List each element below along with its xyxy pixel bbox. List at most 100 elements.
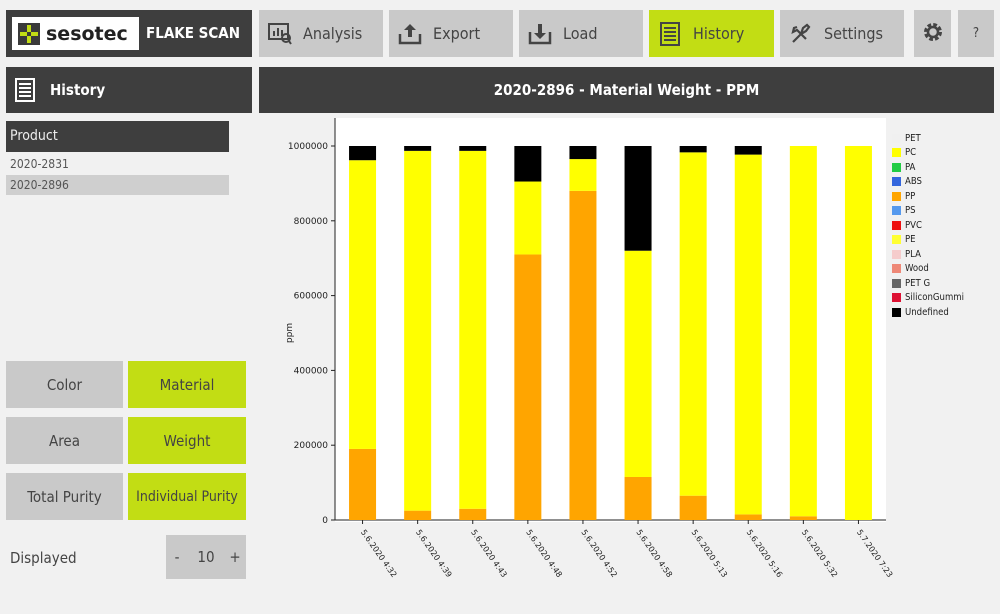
individual-purity-button[interactable]: Individual Purity xyxy=(128,473,246,520)
bar-segment-undefined xyxy=(734,146,762,155)
legend-label: SiliconGummi xyxy=(905,292,964,304)
y-tick-label: 200000 xyxy=(294,441,329,451)
bar-segment-pc xyxy=(459,150,487,509)
legend-item: PP xyxy=(892,189,915,204)
legend-swatch xyxy=(892,148,901,158)
legend-swatch xyxy=(892,293,901,303)
legend-item: PC xyxy=(892,146,916,161)
legend-item: PVC xyxy=(892,218,922,233)
legend-item: SiliconGummi xyxy=(892,291,964,306)
logo-mark-icon xyxy=(18,22,40,45)
legend-item: ABS xyxy=(892,175,922,190)
bar-segment-pc xyxy=(404,150,432,511)
legend-swatch xyxy=(892,191,901,201)
x-tick-label: 5.7.2020 7:23 xyxy=(855,528,895,579)
stacked-bar-chart: 0 200000 400000 600000 800000 1000000 ppm 5.6.2… xyxy=(285,118,895,579)
bar-segment-pc xyxy=(349,160,377,449)
bar-segment-pp xyxy=(569,190,597,520)
bar-segment-pp xyxy=(514,254,542,520)
legend-label: PET G xyxy=(905,277,931,289)
legend-swatch xyxy=(892,133,901,143)
tab-label: Load xyxy=(563,24,598,43)
x-tick-label: 5.6.2020 4:43 xyxy=(469,528,509,579)
product-list-header: Product xyxy=(6,121,229,152)
bar-segment-pc xyxy=(679,152,707,496)
tab-settings[interactable]: Settings xyxy=(780,10,904,57)
product-item[interactable]: 2020-2831 xyxy=(10,157,69,171)
bar-segment-undefined xyxy=(514,146,542,182)
legend-swatch xyxy=(892,264,901,274)
legend-label: PE xyxy=(905,234,916,246)
legend-swatch xyxy=(892,249,901,259)
legend-swatch xyxy=(892,278,901,288)
x-tick-label: 5.6.2020 4:39 xyxy=(414,528,454,579)
bar-segment-pc xyxy=(514,181,542,255)
y-tick-label: 600000 xyxy=(294,292,329,302)
material-button[interactable]: Material xyxy=(128,361,246,408)
gear-button[interactable] xyxy=(914,10,951,57)
legend-item: PET xyxy=(892,131,921,146)
bar-segment-pp xyxy=(404,510,432,520)
bar-segment-pc xyxy=(734,154,762,515)
bar-segment-pp xyxy=(349,448,377,520)
x-tick-label: 5.6.2020 4:32 xyxy=(359,528,399,579)
legend-swatch xyxy=(892,162,901,172)
bar-segment-undefined xyxy=(404,146,432,151)
legend-label: PA xyxy=(905,161,916,173)
tab-analysis[interactable]: Analysis xyxy=(259,10,383,57)
help-button[interactable]: ? xyxy=(958,10,994,57)
tab-load[interactable]: Load xyxy=(519,10,643,57)
legend-label: PP xyxy=(905,190,916,202)
history-icon xyxy=(14,77,36,103)
tab-export[interactable]: Export xyxy=(389,10,513,57)
area-button[interactable]: Area xyxy=(6,417,123,464)
tab-label: Export xyxy=(433,24,481,43)
analysis-icon xyxy=(267,21,293,47)
app-title: FLAKE SCAN xyxy=(146,24,240,42)
y-axis-label: ppm xyxy=(285,323,295,343)
legend-swatch xyxy=(892,235,901,245)
legend-label: Undefined xyxy=(905,306,949,318)
legend-item: PET G xyxy=(892,276,930,291)
legend-item: PLA xyxy=(892,247,921,262)
y-tick-label: 0 xyxy=(322,516,328,526)
tab-label: Analysis xyxy=(303,24,363,43)
sidebar-title: History xyxy=(50,81,106,99)
chart-legend: PET PC PA ABS PP PS PVC PE PLA Wood PET G SiliconGu… xyxy=(892,131,994,326)
legend-item: Wood xyxy=(892,262,929,277)
legend-label: PS xyxy=(905,205,916,217)
bar-segment-pp xyxy=(459,508,487,520)
legend-label: PLA xyxy=(905,248,921,260)
bar-segment-undefined xyxy=(349,146,377,161)
x-tick-label: 5.6.2020 4:52 xyxy=(579,528,619,579)
logo-text: sesotec xyxy=(46,22,128,45)
bar-segment-pc xyxy=(569,159,597,191)
gear-icon xyxy=(921,20,945,48)
legend-item: PA xyxy=(892,160,915,175)
x-tick-label: 5.6.2020 5:32 xyxy=(800,528,840,579)
legend-label: PC xyxy=(905,147,917,159)
color-button[interactable]: Color xyxy=(6,361,123,408)
total-purity-button[interactable]: Total Purity xyxy=(6,473,123,520)
sidebar-header: History xyxy=(6,67,252,113)
x-tick-label: 5.6.2020 5:16 xyxy=(745,528,785,579)
product-item-selected[interactable]: 2020-2896 xyxy=(6,175,229,195)
bar-segment-undefined xyxy=(679,146,707,153)
x-tick-label: 5.6.2020 4:58 xyxy=(634,528,674,579)
tab-history[interactable]: History xyxy=(649,10,774,57)
bar-segment-pp xyxy=(624,476,652,520)
y-tick-label: 1000000 xyxy=(288,142,328,152)
legend-item: Undefined xyxy=(892,305,949,320)
history-icon xyxy=(657,21,683,47)
weight-button[interactable]: Weight xyxy=(128,417,246,464)
legend-label: ABS xyxy=(905,176,922,188)
legend-label: Wood xyxy=(905,263,929,275)
bar-segment-pp xyxy=(734,514,762,520)
displayed-stepper[interactable]: - 10 + xyxy=(166,535,246,579)
legend-swatch xyxy=(892,307,901,317)
legend-label: PVC xyxy=(905,219,922,231)
bar-segment-undefined xyxy=(569,146,597,160)
load-icon xyxy=(527,21,553,47)
increment-button[interactable]: + xyxy=(229,548,241,566)
decrement-button[interactable]: - xyxy=(174,548,180,566)
